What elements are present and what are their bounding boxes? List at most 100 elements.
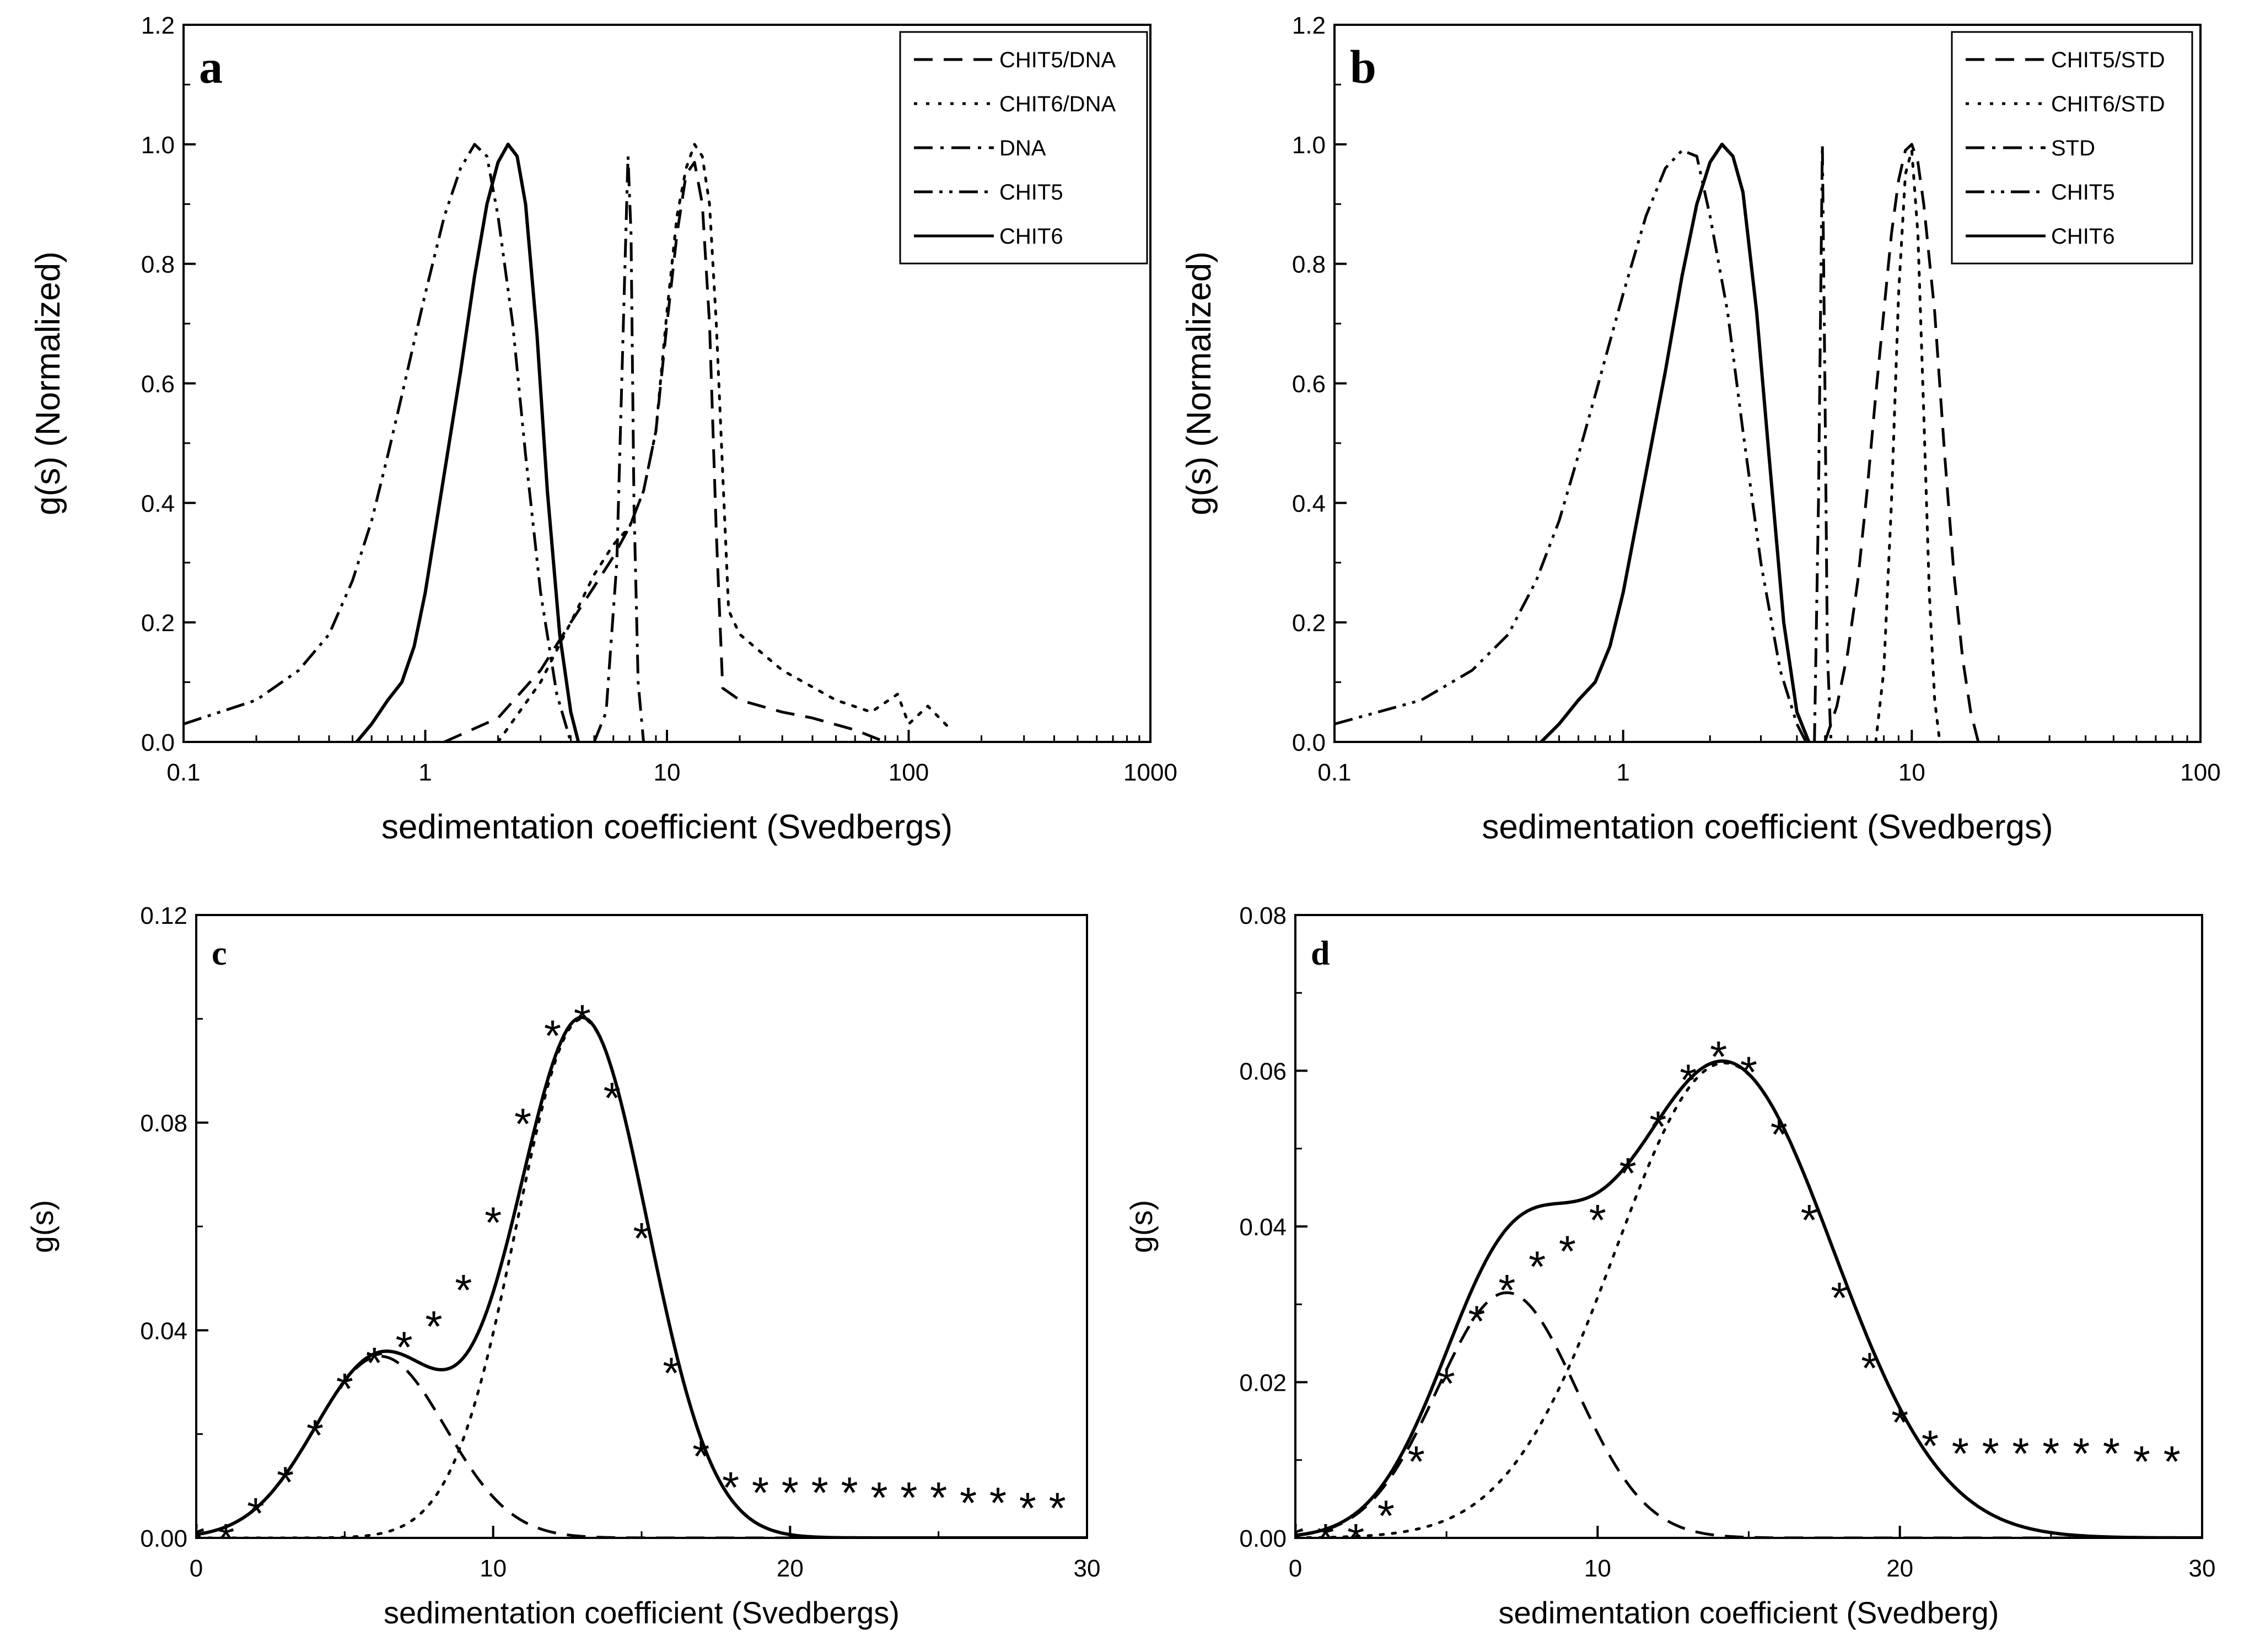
data-point-d: *	[1347, 1515, 1364, 1564]
data-point-d: *	[1317, 1515, 1334, 1564]
data-point-c: *	[870, 1473, 887, 1522]
data-point-d: *	[1468, 1297, 1485, 1346]
data-point-c: *	[395, 1323, 412, 1372]
panel-label-a: a	[199, 40, 223, 93]
data-point-d: *	[2133, 1437, 2150, 1486]
data-point-d: *	[2042, 1429, 2059, 1478]
data-point-d: *	[1589, 1196, 1606, 1245]
legend-label-a: CHIT5/DNA	[999, 48, 1116, 72]
legend-label-a: DNA	[999, 136, 1046, 160]
y-tick-label-a: 1.2	[141, 12, 175, 39]
series-line-chit6-dna-a	[497, 143, 953, 742]
data-point-d: *	[1922, 1422, 1939, 1471]
data-point-c: *	[930, 1473, 947, 1522]
data-point-c: *	[277, 1457, 294, 1506]
panel-a: 0.1 1 10 100 1000 0.0 0.2 0.4 0.6 0.8 1.0 1.2 sedime…	[29, 12, 1177, 846]
x-tick-label-a: 0.1	[166, 759, 200, 786]
panel-label-c: c	[212, 935, 227, 972]
x-tick-label-c: 20	[777, 1555, 804, 1582]
data-point-c: *	[900, 1473, 917, 1522]
x-tick-label-c: 0	[190, 1555, 203, 1582]
data-point-d: *	[1680, 1056, 1697, 1105]
x-tick-label-b: 0.1	[1317, 759, 1351, 786]
y-tick-label-a: 1.0	[141, 132, 175, 159]
series-line-fit-d	[1295, 1059, 2202, 1538]
data-point-c: *	[306, 1411, 324, 1460]
data-point-d: *	[1619, 1149, 1637, 1198]
data-point-c: *	[841, 1468, 858, 1517]
y-tick-label-a: 0.6	[141, 371, 175, 398]
data-point-d: *	[1529, 1242, 1546, 1292]
data-point-d: *	[2103, 1429, 2120, 1478]
y-tick-label-d: 0.06	[1239, 1058, 1287, 1085]
data-point-d: *	[1801, 1196, 1818, 1245]
data-point-c: *	[455, 1266, 472, 1315]
y-tick-label-c: 0.04	[140, 1317, 187, 1344]
y-tick-label-a: 0.0	[141, 729, 175, 756]
data-point-c: *	[752, 1468, 769, 1517]
data-point-d: *	[1891, 1398, 1908, 1447]
y-tick-label-b: 0.6	[1292, 371, 1326, 398]
legend-label-b: CHIT5/STD	[2051, 48, 2165, 72]
y-tick-label-b: 0.0	[1292, 729, 1326, 756]
series-line-dna-a	[593, 155, 645, 742]
data-point-c: *	[187, 1515, 205, 1564]
data-point-c: *	[217, 1515, 234, 1564]
x-axis-label-d: sedimentation coefficient (Svedberg)	[1499, 1595, 1999, 1630]
data-point-c: *	[514, 1100, 531, 1149]
data-point-d: *	[1498, 1266, 1515, 1315]
data-point-c: *	[633, 1214, 650, 1263]
data-point-d: *	[1649, 1102, 1666, 1151]
data-point-c: *	[247, 1489, 264, 1538]
y-tick-label-d: 0.00	[1239, 1525, 1287, 1552]
data-point-d: *	[1771, 1110, 1788, 1159]
data-point-c: *	[692, 1432, 709, 1481]
data-point-d: *	[1438, 1359, 1455, 1408]
x-tick-label-b: 100	[2180, 759, 2220, 786]
x-tick-label-a: 1000	[1123, 759, 1177, 786]
data-point-c: *	[1019, 1484, 1036, 1533]
y-tick-label-b: 0.8	[1292, 251, 1326, 278]
panel-b: 0.1 1 10 100 0.0 0.2 0.4 0.6 0.8 1.0 1.2 sedimentat…	[1180, 12, 2221, 846]
y-axis-label-d: g(s)	[1124, 1200, 1159, 1253]
y-tick-label-b: 0.2	[1292, 610, 1326, 637]
panel-c: 0 10 20 30 0.00 0.04 0.08 0.12 sedimentation coe…	[25, 902, 1100, 1630]
series-line-chit5-dna-a	[444, 160, 886, 742]
data-point-d: *	[1408, 1437, 1425, 1486]
series-line-chit6-b	[1540, 142, 1811, 742]
y-tick-label-a: 0.2	[141, 610, 175, 637]
y-axis-label-b: g(s) (Normalized)	[1180, 251, 1218, 515]
x-tick-label-a: 100	[889, 759, 929, 786]
series-line-component-2-d	[1295, 1061, 2202, 1538]
x-tick-label-a: 1	[418, 759, 432, 786]
data-point-c: *	[574, 995, 591, 1045]
data-point-d: *	[1287, 1515, 1304, 1564]
y-tick-label-b: 1.0	[1292, 132, 1326, 159]
panel-d: 0 10 20 30 0.00 0.02 0.04 0.06 0.08 sedimentation…	[1124, 902, 2215, 1630]
plot-frame-d	[1294, 914, 2203, 1539]
data-point-d: *	[1740, 1048, 1757, 1097]
legend-label-b: CHIT6/STD	[2051, 92, 2165, 116]
legend-label-a: CHIT6/DNA	[999, 92, 1116, 116]
data-point-c: *	[989, 1478, 1007, 1527]
legend-label-a: CHIT6	[999, 224, 1063, 249]
data-point-c: *	[366, 1338, 383, 1387]
data-point-d: *	[1377, 1492, 1395, 1541]
data-point-c: *	[722, 1463, 739, 1512]
y-axis-label-c: g(s)	[25, 1200, 60, 1253]
data-point-c: *	[425, 1302, 442, 1351]
y-tick-label-c: 0.08	[140, 1110, 187, 1137]
data-point-c: *	[604, 1074, 621, 1123]
y-tick-label-a: 0.4	[141, 490, 175, 517]
y-tick-label-d: 0.02	[1239, 1370, 1287, 1397]
x-tick-label-a: 10	[654, 759, 681, 786]
y-tick-label-c: 0.00	[140, 1525, 187, 1552]
data-point-d: *	[2073, 1429, 2090, 1478]
x-tick-label-c: 30	[1074, 1555, 1101, 1582]
x-axis-label-a: sedimentation coefficient (Svedbergs)	[381, 808, 953, 846]
legend-label-a: CHIT5	[999, 180, 1063, 205]
data-point-c: *	[782, 1468, 799, 1517]
y-tick-label-d: 0.08	[1239, 902, 1287, 929]
y-tick-label-b: 1.2	[1292, 12, 1326, 39]
